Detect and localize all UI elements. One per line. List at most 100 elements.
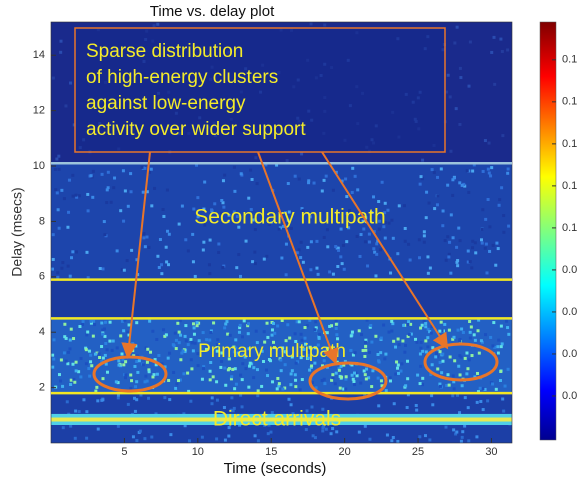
heatmap-texture	[119, 334, 123, 338]
heatmap-texture	[324, 174, 328, 178]
heatmap-texture	[252, 376, 256, 380]
heatmap-texture	[353, 371, 357, 375]
heatmap-texture	[224, 383, 228, 387]
heatmap-texture	[240, 335, 244, 339]
heatmap-texture	[372, 247, 376, 251]
heatmap-texture	[249, 208, 253, 212]
heatmap-texture	[452, 428, 456, 432]
heatmap-texture	[103, 353, 107, 357]
heatmap-texture	[406, 377, 410, 381]
heatmap-texture	[503, 384, 507, 388]
heatmap-texture	[177, 222, 181, 226]
heatmap-texture	[184, 339, 188, 343]
heatmap-texture	[145, 360, 149, 364]
heatmap-texture	[253, 434, 257, 438]
heatmap-texture	[146, 347, 150, 351]
heatmap-texture	[184, 324, 188, 328]
heatmap-texture	[117, 359, 121, 363]
heatmap-texture	[224, 322, 228, 326]
heatmap-texture	[283, 363, 287, 367]
heatmap-texture	[383, 201, 387, 205]
heatmap-texture	[192, 326, 196, 330]
heatmap-texture	[487, 171, 491, 175]
callout-arrow	[121, 151, 151, 359]
heatmap-texture	[467, 190, 471, 194]
heatmap-texture	[101, 328, 105, 332]
heatmap-texture	[92, 319, 96, 323]
heatmap-texture	[382, 225, 386, 229]
heatmap-texture	[84, 362, 88, 366]
heatmap-texture	[212, 321, 216, 325]
heatmap-texture	[57, 167, 61, 171]
heatmap-texture	[308, 215, 312, 219]
heatmap-texture	[418, 382, 422, 386]
heatmap-texture	[300, 378, 304, 382]
heatmap-texture	[205, 344, 209, 348]
heatmap-texture	[465, 372, 469, 376]
heatmap-texture	[183, 334, 187, 338]
heatmap-texture	[215, 437, 219, 441]
heatmap-texture	[350, 373, 354, 377]
heatmap-texture	[297, 320, 301, 324]
heatmap-texture	[145, 235, 149, 239]
heatmap-texture	[441, 352, 445, 356]
heatmap-texture	[142, 236, 146, 240]
heatmap-texture	[101, 356, 105, 360]
heatmap-texture	[74, 250, 78, 254]
heatmap-texture	[439, 320, 443, 324]
heatmap-texture	[344, 177, 348, 181]
heatmap-texture	[251, 218, 255, 222]
heatmap-texture	[289, 372, 293, 376]
heatmap-texture	[264, 368, 268, 372]
heatmap-texture	[167, 378, 171, 382]
heatmap-texture	[377, 360, 381, 364]
heatmap-texture	[328, 270, 332, 274]
heatmap-texture	[116, 396, 120, 400]
heatmap-texture	[223, 326, 227, 330]
heatmap-texture	[481, 208, 485, 212]
heatmap-texture	[54, 385, 58, 389]
heatmap-texture	[338, 386, 342, 390]
y-tick-label: 8	[39, 215, 45, 227]
heatmap-texture	[162, 214, 166, 218]
heatmap-texture	[418, 435, 422, 439]
heatmap-texture	[465, 169, 469, 173]
heatmap-texture	[195, 163, 199, 167]
heatmap-texture	[395, 360, 399, 364]
heatmap-texture	[351, 166, 355, 170]
heatmap-texture	[383, 211, 387, 215]
heatmap-texture	[240, 405, 244, 409]
heatmap-texture	[460, 183, 464, 187]
heatmap-texture	[420, 323, 424, 327]
heatmap-texture	[497, 203, 501, 207]
heatmap-texture	[451, 394, 455, 398]
heatmap-texture	[441, 224, 445, 228]
heatmap-texture	[373, 250, 377, 254]
heatmap-texture	[244, 367, 248, 371]
heatmap-texture	[471, 246, 475, 250]
heatmap-texture	[62, 351, 66, 355]
colorbar-tick-label: 0.02	[562, 390, 577, 402]
heatmap-texture	[145, 190, 149, 194]
heatmap-texture	[430, 168, 434, 172]
heatmap-texture	[186, 343, 190, 347]
heatmap-texture	[363, 424, 367, 428]
heatmap-texture	[301, 209, 305, 213]
heatmap-texture	[240, 353, 244, 357]
heatmap-texture	[325, 331, 329, 335]
heatmap-texture	[422, 319, 426, 323]
heatmap-texture	[191, 349, 195, 353]
heatmap-texture	[424, 339, 428, 343]
heatmap-texture	[202, 207, 206, 211]
heatmap-texture	[126, 330, 130, 334]
annotation: Primary multipath	[198, 341, 346, 362]
heatmap-texture	[426, 327, 430, 331]
heatmap-texture	[239, 172, 243, 176]
heatmap-texture	[61, 384, 65, 388]
heatmap-texture	[360, 333, 364, 337]
heatmap-texture	[414, 403, 418, 407]
heatmap-texture	[430, 363, 434, 367]
heatmap-texture	[122, 219, 126, 223]
heatmap-texture	[467, 84, 471, 88]
